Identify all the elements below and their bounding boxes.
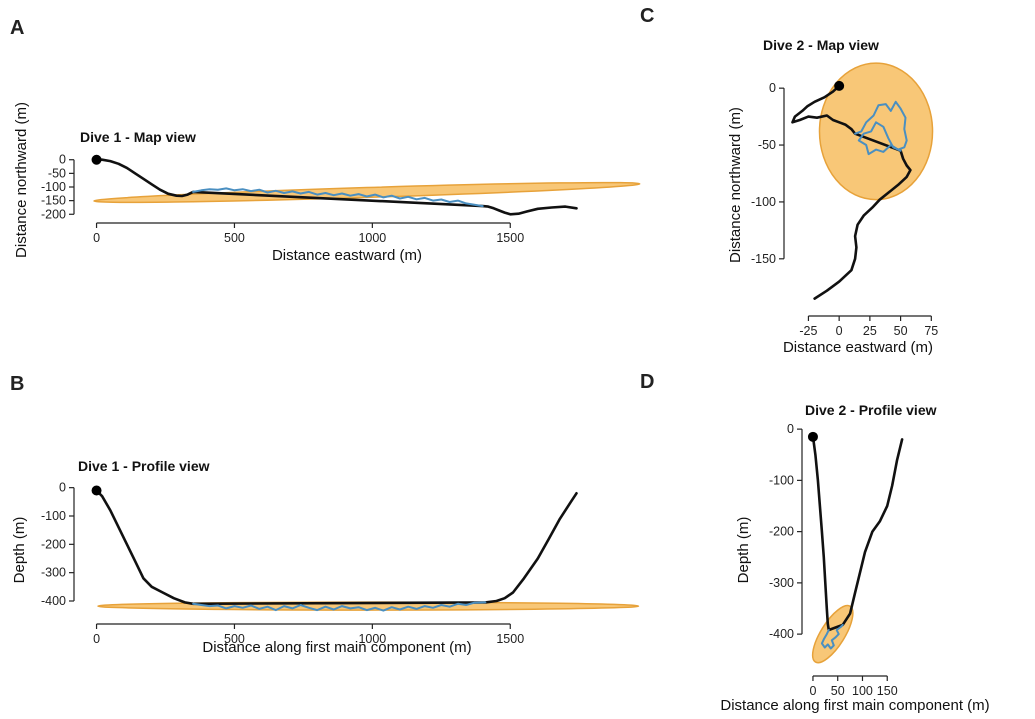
- x-tick-label: 50: [894, 324, 908, 338]
- panel-letter: D: [640, 371, 654, 393]
- y-tick-label: -150: [751, 252, 776, 266]
- x-tick-label: 0: [93, 231, 100, 245]
- y-tick-label: -400: [41, 594, 66, 608]
- y-tick-label: -300: [41, 566, 66, 580]
- y-tick-label: -100: [769, 473, 794, 487]
- y-tick-label: -200: [769, 525, 794, 539]
- x-axis-label: Distance eastward (m): [783, 339, 933, 356]
- y-axis-label: Depth (m): [11, 517, 28, 584]
- panel-letter: B: [10, 373, 24, 395]
- start-point: [91, 485, 102, 496]
- y-tick-label: -50: [758, 138, 776, 152]
- panel-title: Dive 2 - Profile view: [805, 402, 937, 418]
- start-point: [834, 80, 845, 91]
- track-line-black: [811, 435, 904, 632]
- x-tick-label: 1000: [358, 632, 386, 646]
- y-tick-label: -100: [41, 509, 66, 523]
- panel-title: Dive 1 - Map view: [80, 129, 196, 145]
- x-tick-label: 500: [224, 632, 245, 646]
- panel-letter: C: [640, 5, 654, 27]
- y-axis-label: Distance northward (m): [13, 102, 30, 258]
- confidence-ellipse: [811, 604, 854, 664]
- track-line-blue: [192, 187, 484, 208]
- start-point: [91, 154, 102, 165]
- x-tick-label: 100: [852, 684, 873, 698]
- x-tick-label: 1500: [496, 632, 524, 646]
- x-tick-label: 0: [93, 632, 100, 646]
- y-tick-label: -400: [769, 627, 794, 641]
- x-axis-label: Distance along first main component (m): [202, 639, 471, 656]
- x-tick-label: 50: [831, 684, 845, 698]
- confidence-ellipse: [93, 181, 641, 204]
- panel-d: D Dive 2 - Profile view 0 50 100 150 0 -100 -200…: [640, 371, 990, 714]
- x-tick-label: 500: [224, 231, 245, 245]
- y-tick-label: -150: [41, 194, 66, 208]
- x-tick-label: -25: [799, 324, 817, 338]
- y-tick-label: 0: [59, 153, 66, 167]
- x-tick-label: 0: [809, 684, 816, 698]
- y-tick-label: -100: [41, 180, 66, 194]
- y-tick-label: -200: [41, 537, 66, 551]
- x-axis-label: Distance eastward (m): [272, 247, 422, 264]
- track-line-blue: [820, 623, 844, 650]
- track-line-black: [95, 158, 578, 216]
- y-tick-label: 0: [769, 81, 776, 95]
- start-point: [807, 431, 818, 442]
- panel-letter: A: [10, 17, 24, 39]
- y-axis-label: Distance northward (m): [727, 107, 744, 263]
- panel-c: C Dive 2 - Map view -25 0 25 50 75 0 -50 -100 -150…: [640, 5, 938, 356]
- x-tick-label: 1000: [358, 231, 386, 245]
- panel-title: Dive 2 - Map view: [763, 37, 879, 53]
- panel-title: Dive 1 - Profile view: [78, 458, 210, 474]
- y-tick-label: 0: [59, 481, 66, 495]
- x-tick-label: 1500: [496, 231, 524, 245]
- x-axis-label: Distance along first main component (m): [720, 697, 989, 714]
- y-axis-label: Depth (m): [735, 517, 752, 584]
- x-tick-label: 75: [924, 324, 938, 338]
- panel-b: B Dive 1 - Profile view 0 500 1000 1500 0 -100 -…: [10, 373, 640, 656]
- track-line-blue: [854, 100, 908, 156]
- track-line-black: [95, 489, 578, 606]
- track-line-blue: [192, 601, 487, 612]
- x-tick-label: 150: [877, 684, 898, 698]
- y-tick-label: -300: [769, 576, 794, 590]
- x-tick-label: 0: [836, 324, 843, 338]
- y-tick-label: -100: [751, 195, 776, 209]
- x-tick-label: 25: [863, 324, 877, 338]
- confidence-ellipse: [818, 62, 934, 201]
- y-tick-label: 0: [787, 422, 794, 436]
- y-tick-label: -200: [41, 207, 66, 221]
- y-tick-label: -50: [48, 166, 66, 180]
